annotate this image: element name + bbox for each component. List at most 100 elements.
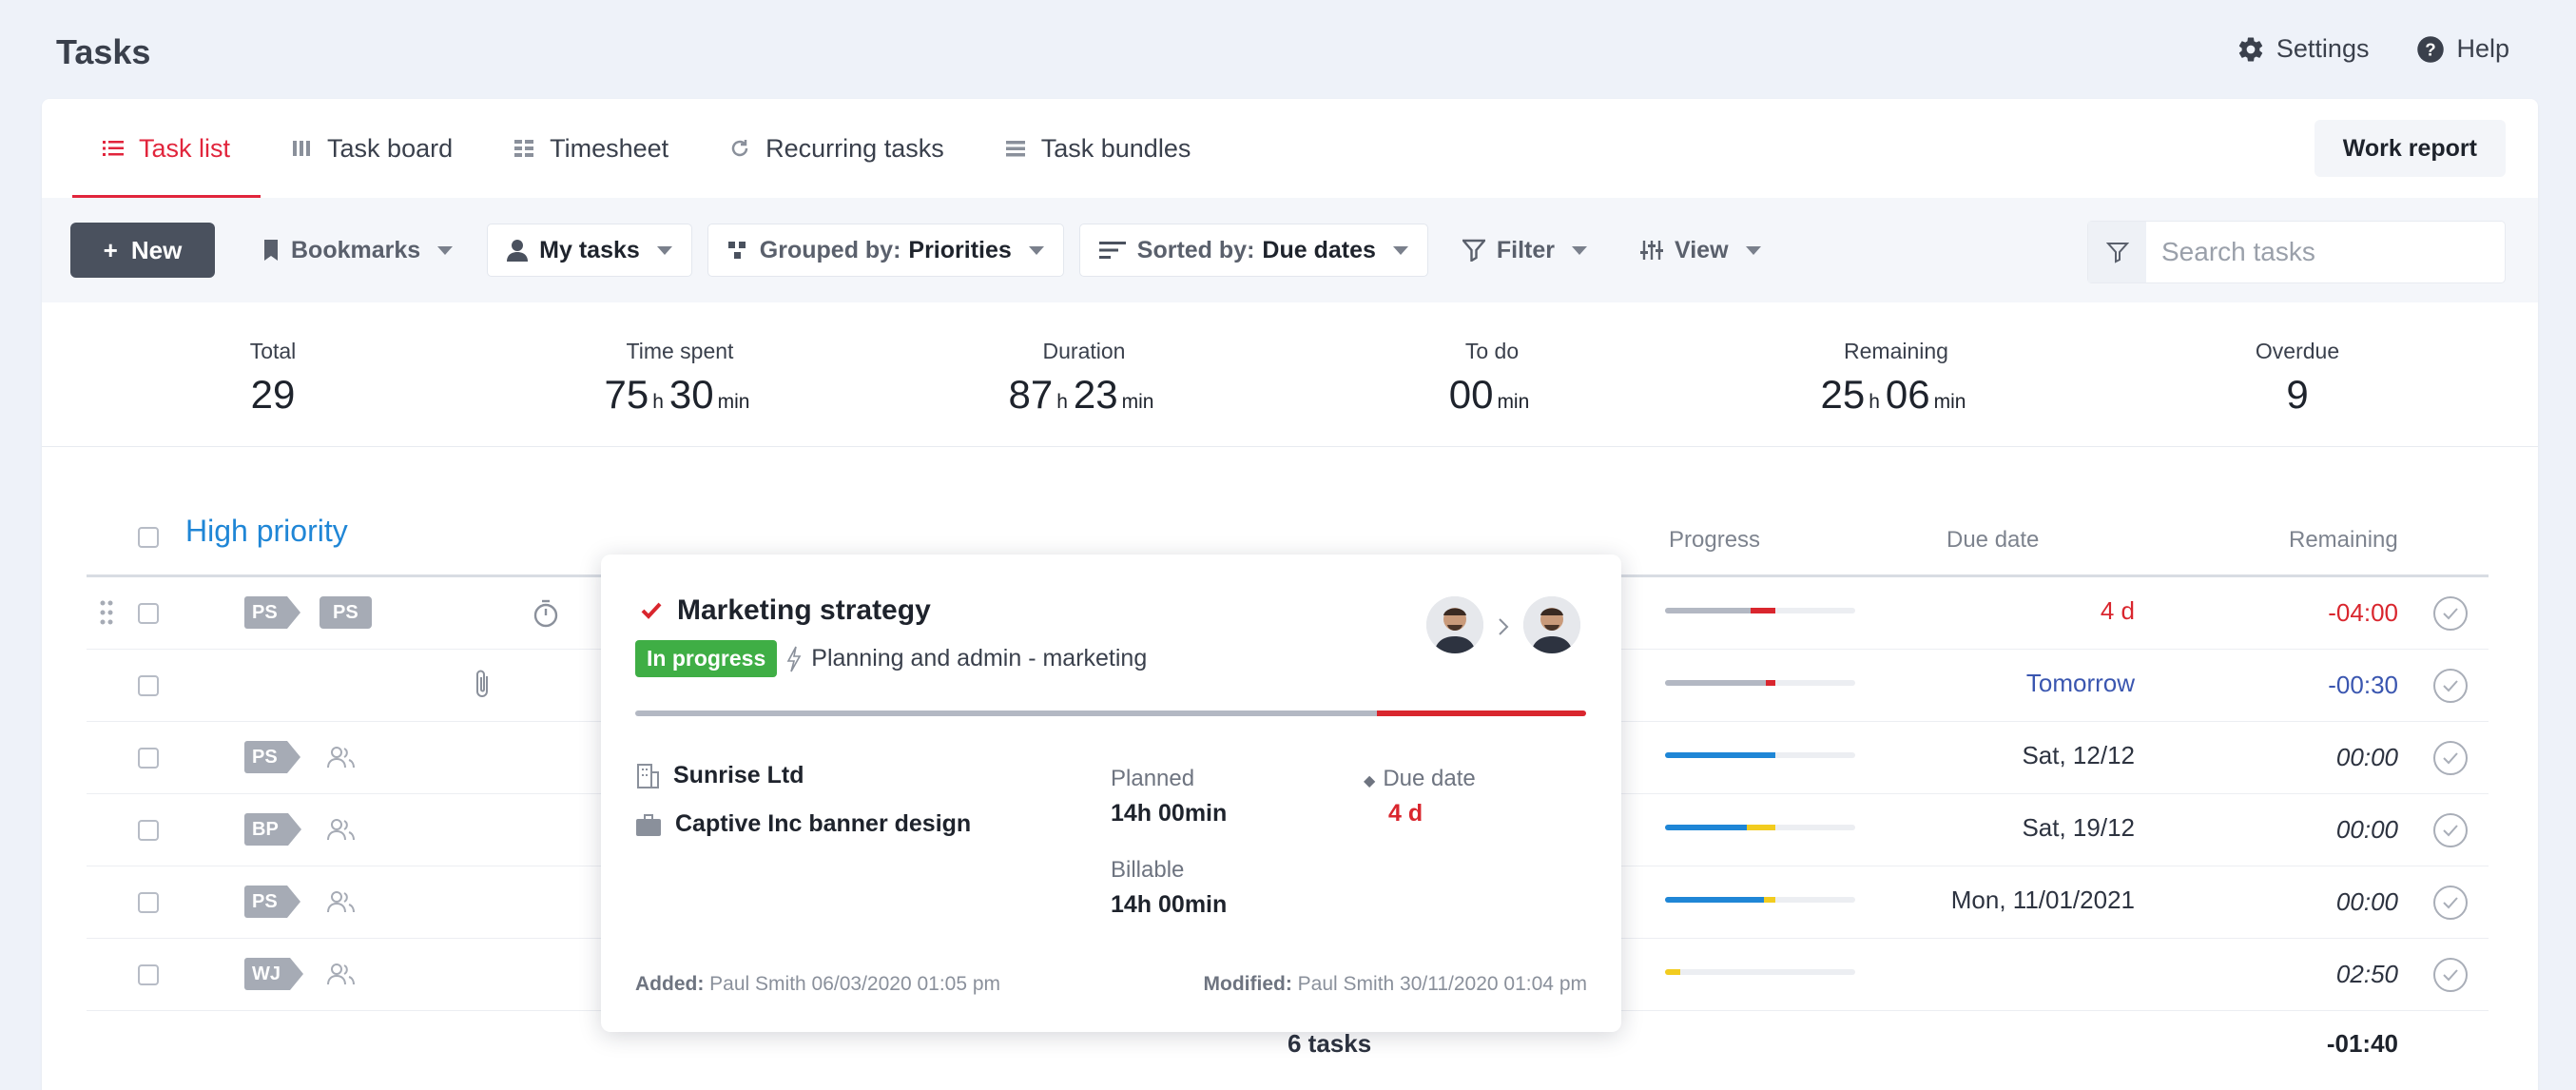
filter-dropdown[interactable]: Filter bbox=[1443, 224, 1606, 277]
drag-handle-icon[interactable] bbox=[100, 600, 113, 625]
stat-total: Total 29 bbox=[250, 339, 297, 418]
remaining-time: -04:00 bbox=[2328, 598, 2398, 627]
sorted-by-dropdown[interactable]: Sorted by: Due dates bbox=[1078, 224, 1428, 277]
status-badge: In progress bbox=[635, 640, 778, 677]
row-checkbox[interactable] bbox=[138, 603, 159, 624]
added-value: Paul Smith 06/03/2020 01:05 pm bbox=[709, 973, 1001, 995]
chevron-down-icon bbox=[1392, 245, 1408, 255]
row-checkbox[interactable] bbox=[138, 748, 159, 769]
col-progress[interactable]: Progress bbox=[1669, 527, 1761, 553]
gear-icon bbox=[2238, 37, 2263, 62]
progress-segment bbox=[1665, 680, 1766, 686]
complete-toggle[interactable] bbox=[2433, 813, 2468, 847]
group-footer: 6 tasks -01:40 bbox=[87, 1012, 2489, 1079]
tab-timesheet[interactable]: Timesheet bbox=[483, 99, 699, 198]
stat-duration: Duration 87 h 23 min bbox=[1009, 339, 1160, 418]
complete-toggle[interactable] bbox=[2433, 596, 2468, 631]
stats-bar: Total 29 Time spent 75 h 30 min Duration 87… bbox=[42, 302, 2538, 447]
due-value: 4 d bbox=[1388, 800, 1424, 827]
row-checkbox[interactable] bbox=[138, 964, 159, 985]
progress-segment bbox=[1665, 969, 1680, 975]
tab-label: Timesheet bbox=[550, 133, 669, 163]
deal-name: Captive Inc banner design bbox=[675, 810, 972, 837]
check-icon bbox=[2443, 608, 2458, 620]
diamond-icon: ◆ bbox=[1364, 773, 1376, 789]
row-checkbox[interactable] bbox=[138, 675, 159, 696]
popup-title-text: Marketing strategy bbox=[677, 594, 931, 626]
stat-label: Time spent bbox=[626, 339, 734, 363]
my-tasks-dropdown[interactable]: My tasks bbox=[487, 224, 692, 277]
avatar bbox=[1523, 596, 1580, 653]
stat-label: Duration bbox=[1042, 339, 1126, 363]
stat-label: To do bbox=[1464, 339, 1520, 363]
board-icon bbox=[293, 141, 311, 156]
stat-value: 9 bbox=[2286, 372, 2309, 417]
row-checkbox[interactable] bbox=[138, 892, 159, 913]
group-title[interactable]: High priority bbox=[185, 514, 348, 548]
sort-icon bbox=[1098, 242, 1126, 259]
row-checkbox[interactable] bbox=[138, 820, 159, 841]
progress-bar bbox=[1665, 680, 1855, 686]
complete-toggle[interactable] bbox=[2433, 886, 2468, 920]
group-select-checkbox[interactable] bbox=[138, 527, 159, 548]
check-icon bbox=[2443, 825, 2458, 837]
avatar-face-icon bbox=[1523, 596, 1580, 653]
tab-label: Task list bbox=[139, 133, 231, 163]
due-label: ◆ Due date bbox=[1364, 766, 1476, 791]
new-label: New bbox=[130, 235, 183, 264]
grouped-prefix: Grouped by: bbox=[759, 236, 901, 263]
owner-tag: PS bbox=[244, 886, 300, 918]
popup-progress-bar bbox=[635, 710, 1586, 716]
chevron-right-icon bbox=[1499, 618, 1509, 635]
top-links: Settings ? Help bbox=[2237, 34, 2509, 64]
complete-toggle[interactable] bbox=[2433, 741, 2468, 775]
progress-segment bbox=[1764, 897, 1775, 903]
stat-value: 87 h 23 min bbox=[1008, 372, 1154, 417]
stopwatch-icon[interactable] bbox=[533, 598, 559, 629]
progress-bar bbox=[1665, 969, 1855, 975]
popup-status-line: In progress Planning and admin - marketi… bbox=[635, 640, 1147, 677]
chevron-down-icon bbox=[656, 245, 672, 255]
sorted-prefix: Sorted by: bbox=[1136, 236, 1255, 263]
sliders-icon bbox=[1640, 241, 1664, 260]
popup-title[interactable]: Marketing strategy bbox=[641, 594, 931, 627]
due-date: 4 d bbox=[2100, 596, 2135, 625]
chevron-down-icon bbox=[1572, 245, 1588, 255]
col-due-date[interactable]: Due date bbox=[1947, 527, 2040, 553]
search-box bbox=[2087, 221, 2506, 283]
filter-label: Filter bbox=[1496, 236, 1556, 263]
user-icon bbox=[507, 240, 529, 262]
tab-recurring-tasks[interactable]: Recurring tasks bbox=[699, 99, 975, 198]
grouped-by-dropdown[interactable]: Grouped by: Priorities bbox=[707, 224, 1064, 277]
help-link[interactable]: ? Help bbox=[2416, 34, 2509, 64]
new-task-button[interactable]: + New bbox=[70, 223, 215, 278]
users-icon bbox=[327, 819, 355, 841]
work-report-button[interactable]: Work report bbox=[2314, 120, 2506, 177]
tab-task-bundles[interactable]: Task bundles bbox=[975, 99, 1222, 198]
tab-task-list[interactable]: Task list bbox=[72, 99, 261, 198]
due-date: Mon, 11/01/2021 bbox=[1950, 886, 2135, 914]
paperclip-icon[interactable] bbox=[475, 669, 492, 701]
settings-label: Settings bbox=[2276, 34, 2370, 63]
page-title: Tasks bbox=[56, 32, 151, 71]
bookmarks-dropdown[interactable]: Bookmarks bbox=[243, 224, 472, 277]
stat-label: Overdue bbox=[2255, 339, 2340, 363]
lightning-icon bbox=[786, 646, 802, 672]
remaining-time: 00:00 bbox=[2335, 815, 2398, 844]
complete-toggle[interactable] bbox=[2433, 669, 2468, 703]
tab-task-board[interactable]: Task board bbox=[261, 99, 483, 198]
view-dropdown[interactable]: View bbox=[1621, 224, 1780, 277]
search-input[interactable] bbox=[2146, 237, 2505, 267]
progress-bar bbox=[1665, 825, 1855, 830]
col-remaining[interactable]: Remaining bbox=[2289, 527, 2398, 553]
users-icon bbox=[327, 891, 355, 913]
progress-segment bbox=[1665, 897, 1764, 903]
search-filter-button[interactable] bbox=[2088, 222, 2146, 282]
chevron-down-icon bbox=[437, 245, 454, 255]
settings-link[interactable]: Settings bbox=[2237, 34, 2370, 64]
due-field: ◆ Due date 4 d bbox=[1364, 766, 1476, 827]
progress-segment bbox=[635, 710, 1377, 716]
group-icon bbox=[727, 242, 746, 259]
complete-toggle[interactable] bbox=[2433, 958, 2468, 992]
total-remaining: -01:40 bbox=[2326, 1029, 2398, 1058]
